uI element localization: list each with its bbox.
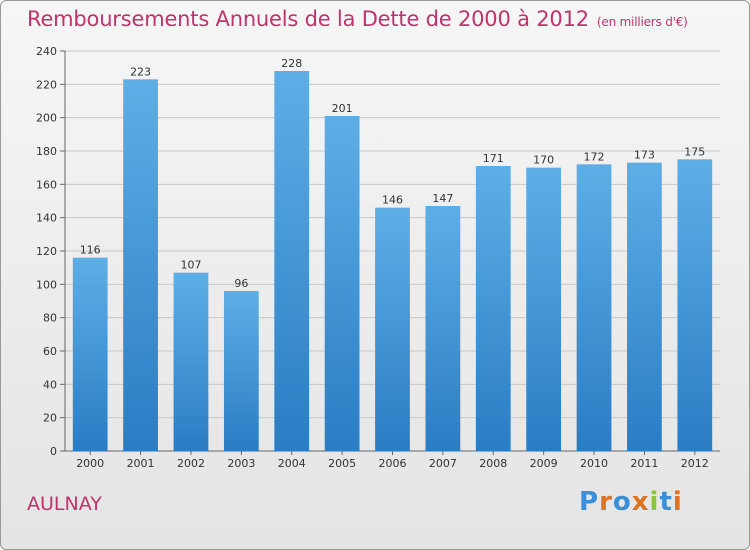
x-tick-label: 2003 (227, 457, 255, 470)
logo-letter: P (579, 487, 600, 517)
bar-value-label: 116 (80, 244, 101, 257)
bar-value-label: 173 (634, 149, 655, 162)
y-tick-label: 80 (43, 312, 57, 325)
bar (223, 291, 259, 451)
chart-title-text: Remboursements Annuels de la Dette de 20… (27, 7, 589, 31)
x-tick-label: 2010 (580, 457, 608, 470)
y-tick-label: 180 (36, 145, 57, 158)
bar-value-label: 201 (332, 102, 353, 115)
bar-value-label: 171 (483, 152, 504, 165)
y-tick-label: 120 (36, 245, 57, 258)
y-tick-label: 220 (36, 78, 57, 91)
x-tick-label: 2012 (681, 457, 709, 470)
logo-letter: i (649, 487, 660, 517)
proxiti-logo: Proxiti (579, 487, 683, 517)
bar (324, 116, 360, 451)
bar-value-label: 107 (180, 259, 201, 272)
x-tick-label: 2000 (76, 457, 104, 470)
bar (274, 71, 310, 451)
x-tick-label: 2004 (278, 457, 306, 470)
bar-value-label: 170 (533, 154, 554, 167)
bar-value-label: 96 (234, 277, 248, 290)
bar-value-label: 175 (684, 145, 705, 158)
bar-value-label: 228 (281, 57, 302, 70)
bar-value-label: 147 (432, 192, 453, 205)
bar (425, 206, 461, 451)
x-tick-label: 2005 (328, 457, 356, 470)
bar (526, 167, 562, 451)
bar (123, 79, 158, 451)
y-tick-label: 240 (36, 45, 57, 58)
bar-value-label: 172 (584, 150, 605, 163)
bar (576, 164, 612, 452)
bar (72, 257, 108, 451)
y-tick-label: 20 (43, 412, 57, 425)
bar (173, 272, 209, 451)
x-tick-label: 2001 (127, 457, 155, 470)
x-tick-label: 2002 (177, 457, 205, 470)
bar-value-label: 223 (130, 65, 151, 78)
y-tick-label: 40 (43, 378, 57, 391)
x-tick-label: 2009 (530, 457, 558, 470)
bar-layer (72, 71, 713, 452)
y-tick-label: 100 (36, 278, 57, 291)
bar (475, 166, 511, 451)
y-tick-label: 160 (36, 178, 57, 191)
y-tick-label: 60 (43, 345, 57, 358)
x-tick-label: 2011 (630, 457, 658, 470)
x-tick-label: 2007 (429, 457, 457, 470)
label-layer: 116 2000 223 2001 107 2002 96 2003 228 2004 201 200… (76, 57, 709, 470)
bar-value-label: 146 (382, 194, 403, 207)
commune-name: AULNAY (27, 493, 102, 515)
bar (375, 207, 410, 451)
logo-letter: x (631, 487, 650, 517)
chart-title: Remboursements Annuels de la Dette de 20… (27, 7, 688, 31)
logo-letter: i (672, 487, 683, 517)
y-tick-label: 140 (36, 212, 57, 225)
y-tick-label: 200 (36, 112, 57, 125)
logo-letter: r (599, 487, 613, 517)
bar (627, 162, 662, 451)
logo-letter: o (612, 487, 632, 517)
bar (677, 159, 713, 452)
chart-subtitle: (en milliers d'€) (596, 15, 688, 29)
x-tick-label: 2006 (379, 457, 407, 470)
logo-letter: t (659, 487, 673, 517)
x-tick-label: 2008 (479, 457, 507, 470)
y-tick-label: 0 (50, 445, 57, 458)
